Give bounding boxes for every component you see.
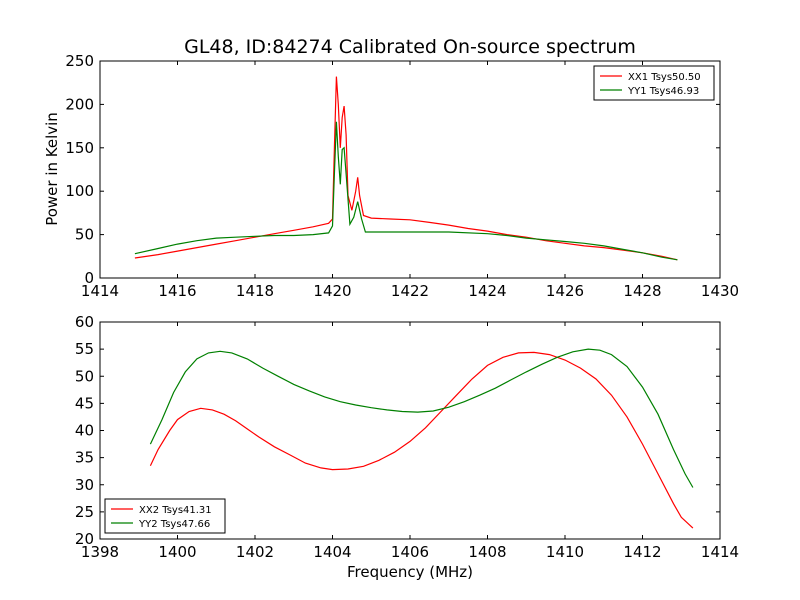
- legend-label: YY1 Tsys46.93: [627, 86, 699, 97]
- y-tick-label: 40: [75, 422, 94, 440]
- x-tick-label: 1426: [546, 282, 584, 300]
- x-tick-label: 1414: [701, 543, 739, 561]
- x-tick-label: 1406: [391, 543, 429, 561]
- legend-box: [104, 498, 226, 534]
- y-tick-label: 150: [65, 139, 94, 157]
- series-line-red-panel-1: [134, 76, 678, 261]
- x-tick-label: 1414: [81, 282, 119, 300]
- x-tick-label: 1402: [236, 543, 274, 561]
- x-tick-label: 1418: [236, 282, 274, 300]
- x-tick-label: 1424: [468, 282, 506, 300]
- y-tick-label: 50: [75, 226, 94, 244]
- x-tick-label: 1428: [623, 282, 661, 300]
- y-tick-label: 50: [75, 367, 94, 385]
- x-axis-label: Frequency (MHz): [347, 563, 473, 581]
- y-tick-label: 45: [75, 394, 94, 412]
- y-tick-label: 20: [75, 530, 94, 548]
- legend-label: XX2 Tsys41.31: [139, 505, 212, 516]
- top-plot-panel: 1414 1416 1418 1420 1422 1424 1426 1428 1430 0 50 1…: [65, 52, 739, 300]
- series-line-green-panel-2: [149, 348, 694, 488]
- bottom-plot-panel: 1398 1400 1402 1404 1406 1408 1410 1412 1414 20 25…: [75, 313, 739, 561]
- x-tick-label: 1408: [468, 543, 506, 561]
- x-tick-label: 1400: [158, 543, 196, 561]
- figure-title: GL48, ID:84274 Calibrated On-source spec…: [184, 36, 636, 58]
- y-tick-label: 30: [75, 476, 94, 494]
- y-tick-label: 200: [65, 95, 94, 113]
- x-tick-label: 1412: [623, 543, 661, 561]
- y-tick-label: 60: [75, 313, 94, 331]
- y-tick-label: 35: [75, 449, 94, 467]
- y-tick-label: 55: [75, 340, 94, 358]
- legend: XX2 Tsys41.31 YY2 Tsys47.66: [104, 498, 226, 534]
- y-axis-label: Power in Kelvin: [43, 112, 61, 226]
- x-tick-label: 1410: [546, 543, 584, 561]
- y-tick-label: 100: [65, 182, 94, 200]
- legend-label: XX1 Tsys50.50: [628, 72, 701, 83]
- x-tick-label: 1430: [701, 282, 739, 300]
- series-line-red-panel-2: [149, 351, 694, 529]
- y-tick-label: 25: [75, 503, 94, 521]
- x-tick-label: 1398: [81, 543, 119, 561]
- x-tick-label: 1404: [313, 543, 351, 561]
- x-tick-label: 1420: [313, 282, 351, 300]
- x-tick-label: 1422: [391, 282, 429, 300]
- y-tick-label: 250: [65, 52, 94, 70]
- x-tick-label: 1416: [158, 282, 196, 300]
- legend: XX1 Tsys50.50 YY1 Tsys46.93: [593, 65, 715, 101]
- legend-box: [593, 65, 715, 101]
- legend-label: YY2 Tsys47.66: [138, 519, 210, 530]
- series-line-green-panel-1: [134, 121, 678, 261]
- y-tick-label: 0: [84, 269, 94, 287]
